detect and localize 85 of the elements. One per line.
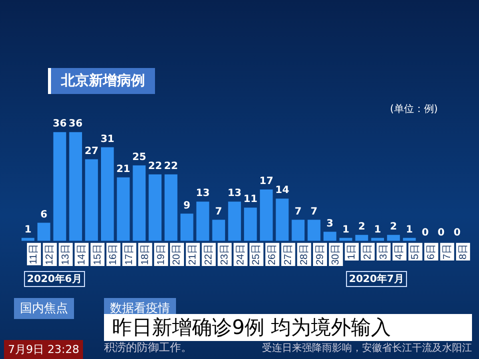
bar [85,159,98,241]
x-tick-label: 20日 [172,244,183,265]
x-tick-label: 11日 [28,244,40,264]
text: 7月9日 23:28 [4,340,84,359]
bar [100,147,114,241]
bar [228,202,241,241]
bar [260,190,273,241]
x-tick-label: 22日 [204,244,215,265]
data-label: 36 [68,118,83,130]
text: 受连日来强降雨影响，安徽省长江干流及水阳江 [262,342,472,355]
bar [292,220,305,241]
bar [148,174,162,241]
data-label: 0 [438,227,445,238]
data-label: 1 [374,224,382,236]
x-tick-label: 29日 [314,244,326,265]
x-tick-label: 5日 [410,244,422,260]
x-tick-label: 26日 [267,244,278,265]
x-tick-label: 4日 [394,244,406,260]
data-label: 0 [422,227,429,238]
bar [69,132,82,241]
data-label: 25 [132,152,146,163]
x-tick-label: 30日 [330,244,342,265]
data-label: 7 [310,206,318,218]
x-tick-label: 6日 [426,244,438,260]
x-tick-label: 25日 [251,244,262,265]
data-label: 21 [116,164,130,176]
bar [196,202,210,241]
data-label: 31 [100,134,114,145]
x-tick-label: 8日 [458,244,469,260]
text: (单位：例) [390,102,438,116]
data-label: 22 [148,160,162,172]
x-tick-label: 21日 [188,244,199,265]
x-tick-label: 28日 [298,244,310,265]
bar [53,132,66,241]
data-label: 3 [326,218,334,230]
x-tick-label: 23日 [219,244,230,265]
x-tick-label: 18日 [140,244,151,265]
bar [308,220,320,241]
data-label: 11 [243,194,258,206]
data-label: 2 [358,221,366,232]
bar [37,222,50,241]
data-label: 13 [196,188,210,200]
x-tick-label: 7日 [442,244,453,260]
bar [164,174,178,241]
data-label: 22 [164,160,178,172]
data-label: 13 [228,188,242,200]
x-tick-label: 14日 [76,244,88,265]
x-tick-label: 27日 [282,244,294,265]
data-label: 7 [294,206,302,218]
data-label: 27 [84,146,99,157]
x-tick-label: 1日 [346,244,358,260]
text: 昨日新增确诊9例 均为境外输入 [104,314,472,341]
data-label: 17 [259,176,274,188]
data-label: 9 [183,200,190,212]
text: 积涝的防御工作。 [104,340,192,355]
bar [244,208,257,241]
data-label: 36 [52,118,67,130]
data-label: 1 [342,224,350,236]
data-label: 14 [275,185,290,196]
x-tick-label: 16日 [108,244,120,265]
data-label: 2 [390,221,397,232]
data-label: 7 [215,206,222,218]
x-tick-label: 12日 [44,244,56,265]
x-tick-label: 3日 [378,244,390,260]
bar [180,214,194,241]
x-tick-label: 2日 [362,244,374,260]
x-tick-label: 24日 [235,244,246,265]
data-label: 1 [24,224,32,236]
bar [276,198,289,241]
chart-title: 北京新增病例 [48,68,155,94]
data-label: 0 [454,227,461,238]
text: 2020年7月 [346,271,407,287]
text: 2020年6月 [24,271,85,287]
x-tick-label: 15日 [92,244,104,265]
data-label: 1 [406,224,413,236]
bar [387,234,400,241]
x-tick-label: 17日 [124,244,136,265]
x-tick-label: 19日 [156,244,167,265]
bar [116,177,130,241]
x-tick-label: 13日 [60,244,72,265]
data-label: 6 [40,209,48,220]
bar [212,220,226,241]
bar [132,165,146,241]
text: 国内焦点 [14,298,74,319]
bar [323,232,336,241]
